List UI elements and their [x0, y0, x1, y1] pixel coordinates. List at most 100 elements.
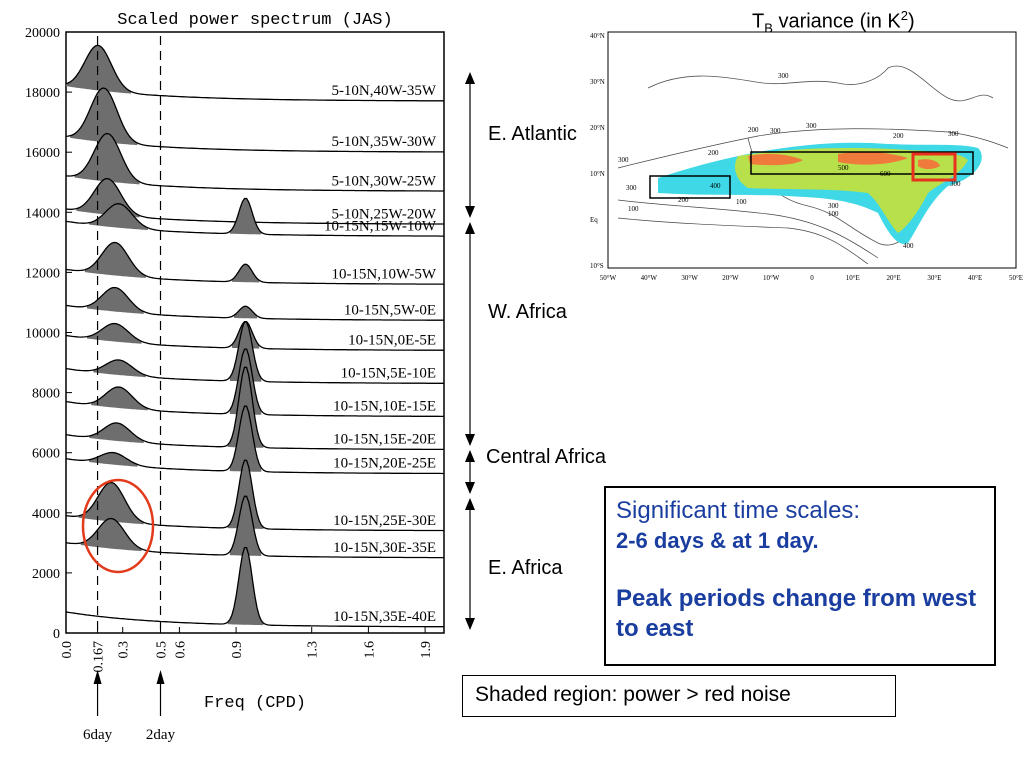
map-contour-labels: 300 200 300 300 200 300 200 300 500 600 300 400 300 2…: [618, 72, 961, 250]
peak-note: Peak periods change from west to east: [616, 585, 977, 642]
region-box-highlight: [911, 152, 957, 182]
map-lon-label: 10°E: [846, 274, 860, 282]
ref-arrow-head: [93, 670, 102, 684]
series-group: 5-10N,40W-35W 5-10N,35W-30W 5-10N,30W-25W 5…: [65, 44, 445, 628]
map-contour-label: 200: [748, 126, 759, 134]
map-contour-label: 200: [893, 132, 904, 140]
series-label: 10-15N,15W-10W: [324, 218, 437, 234]
map-lat-label: 20°N: [590, 124, 605, 132]
map-contour-label: 100: [828, 210, 839, 218]
series-line: [65, 321, 444, 384]
contour-200: [617, 199, 879, 259]
map-lat-label: 10°N: [590, 170, 605, 178]
series-label: 10-15N,5E-10E: [341, 366, 436, 382]
map-contour-label: 500: [838, 164, 849, 172]
region-box-africa: [750, 151, 974, 175]
variance-shade-mid: [735, 148, 968, 233]
series-line: [65, 348, 444, 418]
series-shade-synoptic: [87, 323, 142, 344]
series-line: [65, 87, 444, 153]
series-shade-synoptic: [84, 242, 146, 278]
series-shade-diurnal: [229, 198, 262, 235]
series-label: 10-15N,25E-30E: [333, 513, 436, 529]
y-tick-label: 2000: [32, 567, 60, 582]
map-lon-label: 30°W: [681, 274, 698, 282]
significant-days: 2-6 days & at 1 day.: [616, 528, 819, 553]
contour-100: [617, 217, 869, 265]
series-label: 10-15N,10E-15E: [333, 399, 436, 415]
x-tick-label: 0.3: [117, 641, 132, 659]
group-arrow-head: [465, 206, 475, 218]
map-contour-label: 300: [778, 72, 789, 80]
series-shade-synoptic: [93, 359, 146, 378]
series-label: 5-10N,35W-30W: [331, 134, 436, 150]
x-tick-label: 1.6: [362, 641, 377, 659]
y-tick-label: 6000: [32, 447, 60, 462]
map-lon-label: 20°W: [722, 274, 739, 282]
map-title-close: ): [907, 10, 915, 33]
group-label-w-africa: W. Africa: [488, 301, 567, 323]
series-line: [65, 241, 444, 285]
map-contour-label: 300: [828, 202, 839, 210]
series-label: 5-10N,40W-35W: [331, 83, 436, 99]
highlight-ellipse: [81, 478, 155, 574]
y-tick-label: 18000: [25, 86, 60, 101]
group-arrow-head: [465, 482, 475, 494]
map-contour-label: 300: [618, 156, 629, 164]
coastline-north: [647, 65, 994, 102]
ref-arrow-head: [156, 670, 165, 684]
group-label-e-africa: E. Africa: [488, 557, 563, 579]
region-box-atlantic: [649, 175, 731, 199]
series-line: [65, 459, 445, 532]
map-lat-label: 10°S: [590, 262, 604, 270]
group-label-e-atlantic: E. Atlantic: [488, 123, 577, 145]
ref-line-label: 6day: [83, 727, 113, 743]
y-tick-label: 10000: [25, 327, 60, 342]
series-shade-synoptic: [87, 287, 144, 314]
series-shade-synoptic: [80, 518, 142, 552]
series-shade-synoptic: [89, 422, 144, 444]
map-lat-label: Eq: [590, 216, 598, 224]
x-tick-label: 1.3: [306, 641, 321, 659]
map-contour-label: 400: [710, 182, 721, 190]
map-lon-label: 30°E: [927, 274, 941, 282]
series-label: 5-10N,25W-20W: [331, 206, 436, 222]
series-shade-diurnal: [231, 264, 260, 283]
map-lon-label: 40°E: [968, 274, 982, 282]
series-label: 10-15N,0E-5E: [348, 333, 436, 349]
y-tick-label: 8000: [32, 387, 60, 402]
ref-line-label: 2day: [146, 727, 176, 743]
map-title: TB variance (in K2): [752, 8, 915, 36]
y-tick-label: 0: [53, 627, 60, 642]
y-tick-label: 20000: [25, 26, 60, 41]
chart-title: Scaled power spectrum (JAS): [117, 11, 392, 30]
y-tick-label: 16000: [25, 146, 60, 161]
map-title-sup: 2: [900, 8, 908, 23]
group-arrow-head: [465, 450, 475, 462]
shaded-region-note: Shaded region: power > red noise: [462, 675, 896, 717]
series-shade-synoptic: [89, 452, 138, 467]
map-contour-label: 200: [708, 149, 719, 157]
map-contour-label: 300: [770, 127, 781, 135]
x-tick-label: 0.0: [60, 641, 75, 659]
series-shade-synoptic: [74, 133, 140, 185]
map-contour-label: 300: [950, 180, 961, 188]
series-label: 5-10N,30W-25W: [331, 173, 436, 189]
x-tick-label: 0.167: [92, 641, 107, 673]
series-line: [65, 366, 444, 451]
group-arrows: [465, 72, 475, 630]
map-contour-label: 300: [806, 122, 817, 130]
group-label-central-africa: Central Africa: [486, 446, 607, 468]
power-spectrum-chart: Scaled power spectrum (JAS) 5-10N,40W-35…: [25, 11, 445, 743]
x-tick-label: 0.5: [155, 641, 170, 659]
series-shade-synoptic: [66, 45, 132, 94]
series-line: [65, 197, 444, 237]
map-title-text: variance (in K: [772, 10, 901, 33]
group-arrow-head: [465, 72, 475, 84]
map-lon-label: 10°W: [763, 274, 780, 282]
group-arrow-head: [465, 618, 475, 630]
variance-shade-high-central: [838, 151, 908, 165]
y-axis: 0 2000 4000 6000 8000 10000 12000 14000 16000 180…: [25, 26, 72, 642]
variance-map: 40°N 30°N 20°N 10°N Eq 10°S 50°W 40°W 30°W 20°W 1…: [590, 31, 1023, 282]
x-axis: 0.0 0.167 0.3 0.5 0.6 0.9 1.3 1.6 1.9: [60, 627, 434, 673]
